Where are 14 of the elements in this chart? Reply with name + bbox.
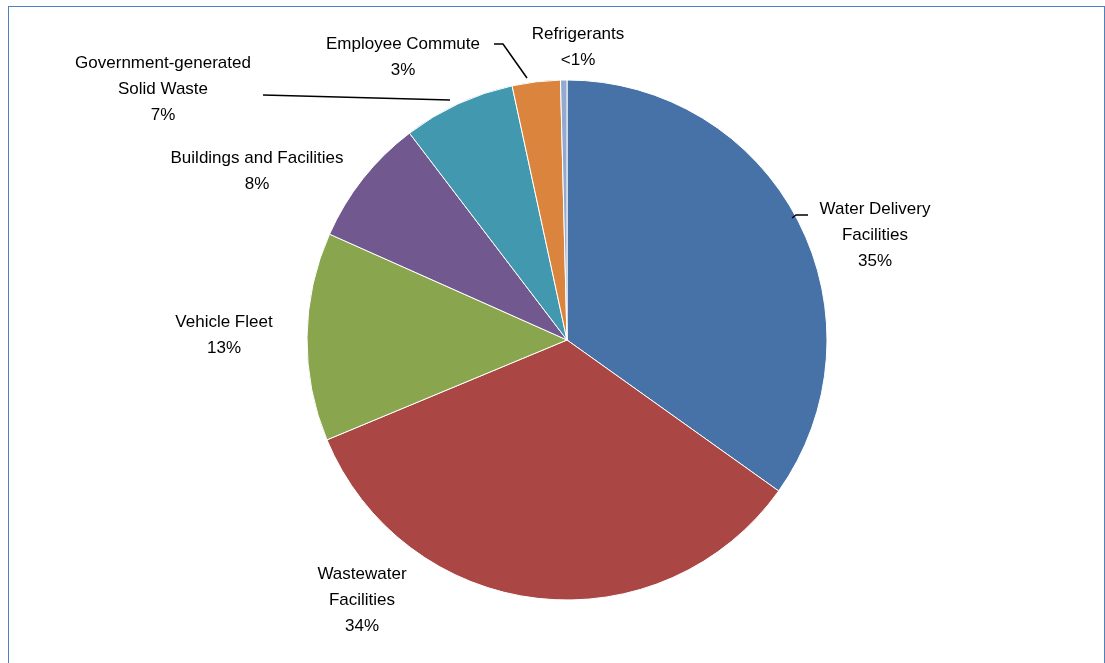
slice-label: Water Delivery Facilities xyxy=(819,199,931,244)
data-label: 34% xyxy=(344,616,380,635)
slice-label: Wastewater Facilities xyxy=(317,564,407,609)
slice-label: Buildings and Facilities xyxy=(170,148,344,167)
data-label: <1% xyxy=(560,50,596,69)
data-label: 35% xyxy=(857,251,893,270)
slice-label: Vehicle Fleet xyxy=(175,312,273,331)
data-label: 8% xyxy=(244,174,270,193)
data-label: 13% xyxy=(206,338,242,357)
slice-label: Refrigerants xyxy=(531,24,625,43)
data-label: 3% xyxy=(390,60,416,79)
slice-label: Employee Commute xyxy=(325,34,481,53)
data-label: 7% xyxy=(150,105,176,124)
slice-label: Government-generated Solid Waste xyxy=(75,53,251,98)
